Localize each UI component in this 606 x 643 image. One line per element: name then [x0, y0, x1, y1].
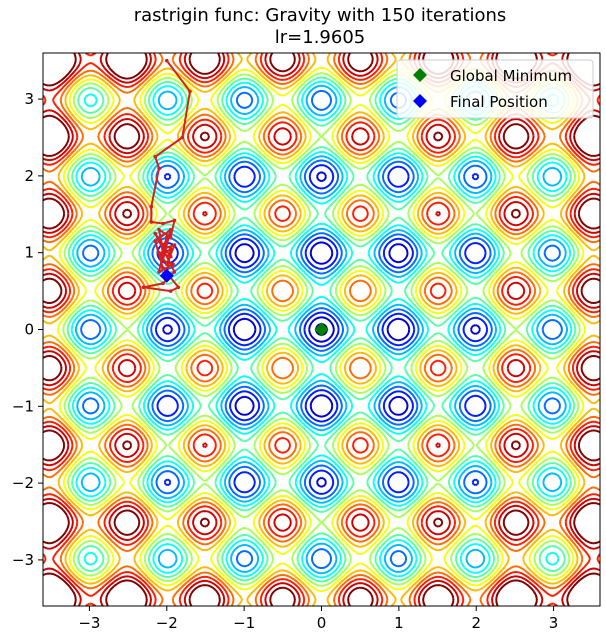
trajectory-point [157, 270, 161, 274]
x-tick-label: −2 [156, 614, 178, 632]
trajectory-point [168, 227, 173, 232]
global-minimum-marker [314, 322, 329, 337]
y-tick-label: 2 [24, 167, 34, 185]
legend-label-final-position: Final Position [450, 93, 548, 111]
contour-level [80, 89, 563, 570]
plot-area [43, 53, 600, 606]
trajectory-point [171, 262, 175, 267]
contour-level [70, 80, 573, 579]
trajectory-point [161, 266, 165, 270]
trajectory-point [153, 231, 157, 236]
trajectory-markers [141, 58, 192, 293]
contour-level [154, 164, 489, 495]
trajectory-point [161, 247, 165, 251]
trajectory-point [161, 281, 165, 286]
trajectory-point [172, 243, 177, 247]
contour-level [43, 53, 600, 606]
trajectory-point [141, 285, 146, 290]
trajectory-point [157, 227, 161, 232]
trajectory-point [176, 285, 181, 290]
x-tick-label: 0 [317, 614, 327, 632]
trajectory-point [164, 58, 169, 63]
legend: Global Minimum Final Position [396, 59, 594, 119]
y-tick-label: 3 [24, 90, 34, 108]
legend-box [396, 59, 594, 119]
trajectory-point [161, 221, 165, 226]
y-tick-label: −3 [12, 551, 34, 569]
trajectory-point [172, 270, 177, 274]
trajectory-point [180, 135, 185, 140]
y-tick-label: 1 [24, 244, 34, 262]
trajectory-point [172, 218, 177, 223]
x-tick-label: 1 [394, 614, 404, 632]
final-position-marker [159, 268, 174, 283]
chart-title-line-1: rastrigin func: Gravity with 150 iterati… [134, 5, 507, 26]
y-tick-label: 0 [24, 321, 34, 339]
trajectory-point [161, 258, 165, 263]
trajectory-point [149, 204, 154, 209]
contour-level [66, 76, 577, 583]
y-tick-label: −2 [12, 474, 34, 492]
y-axis: −3 −2 −1 0 1 2 3 [12, 90, 43, 569]
x-tick-label: 3 [549, 614, 559, 632]
legend-final-position-marker [413, 94, 427, 108]
trajectory-point [168, 235, 173, 240]
trajectory-point [168, 289, 173, 293]
trajectory-point [149, 220, 154, 224]
trajectory-point [153, 154, 157, 159]
trajectory-point [164, 235, 169, 240]
trajectory-point [168, 254, 173, 259]
x-tick-label: −3 [78, 614, 100, 632]
y-tick-label: −1 [12, 397, 34, 415]
legend-label-global-minimum: Global Minimum [450, 67, 572, 85]
trajectory-point [153, 239, 157, 243]
trajectory-point [164, 262, 169, 267]
trajectory-point [188, 89, 192, 94]
contour-level [75, 84, 568, 575]
contour-level [162, 171, 481, 488]
legend-global-minimum-marker [413, 68, 427, 82]
chart-title-line-2: lr=1.9605 [275, 27, 365, 48]
x-tick-label: 2 [471, 614, 481, 632]
x-tick-label: −1 [233, 614, 255, 632]
trajectory-point [158, 254, 163, 259]
trajectory-point [157, 166, 161, 171]
contour-level [62, 72, 581, 587]
trajectory-point [157, 250, 161, 255]
x-axis: −3 −2 −1 0 1 2 3 [78, 606, 558, 632]
trajectory-point [168, 247, 173, 251]
